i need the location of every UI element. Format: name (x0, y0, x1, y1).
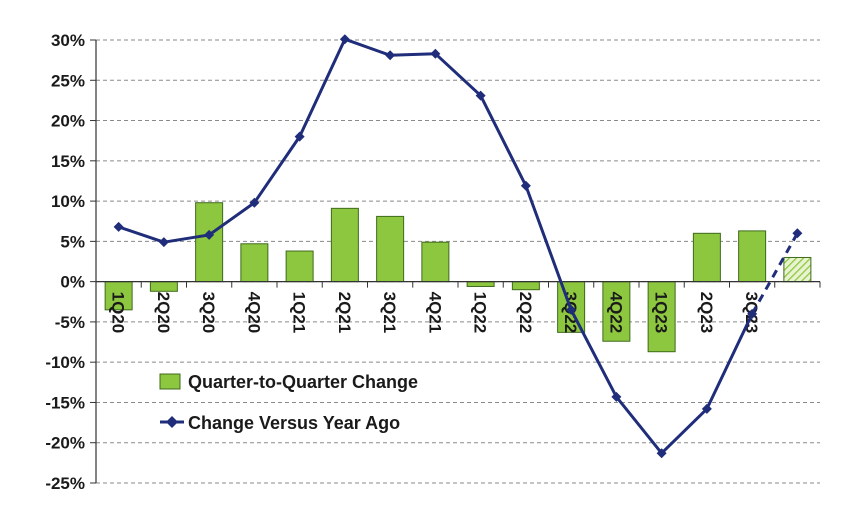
bar (738, 230, 767, 283)
x-tick-label: 3Q20 (199, 292, 218, 334)
x-axis (95, 281, 821, 288)
x-tick-label: 4Q22 (606, 292, 625, 334)
line-point (747, 308, 758, 319)
y-tick-label: 15% (51, 152, 85, 171)
x-tick-label: 2Q20 (154, 292, 173, 334)
y-tick-label: 5% (60, 232, 85, 251)
legend-swatch-bar (159, 373, 181, 390)
line-series (113, 34, 803, 459)
x-tick-label: 2Q22 (516, 292, 535, 334)
line-point (792, 228, 803, 239)
y-tick-label: -10% (45, 353, 85, 372)
x-tick-label: 1Q20 (109, 292, 128, 334)
bar (149, 281, 178, 292)
x-tick-label: 1Q21 (290, 292, 309, 334)
legend: Quarter-to-Quarter Change Change Versus … (159, 372, 418, 433)
line-point (385, 50, 396, 61)
legend-swatch-marker (166, 416, 178, 428)
y-axis: 30% 25% 20% 15% 10% 5% 0% -5% -10% -15% -20% -25% (45, 31, 97, 493)
line-point (249, 197, 260, 208)
line-point (204, 229, 215, 240)
bar (285, 250, 314, 283)
line-point (339, 34, 350, 45)
y-tick-label: 20% (51, 112, 85, 131)
legend-label-bar: Quarter-to-Quarter Change (188, 372, 418, 392)
line-point (113, 221, 124, 232)
x-tick-label: 2Q21 (335, 292, 354, 334)
bar (783, 256, 812, 283)
y-tick-label: 0% (60, 273, 85, 292)
line-point (701, 403, 712, 414)
line-point (158, 237, 169, 248)
bar (466, 281, 495, 287)
bar (195, 202, 224, 283)
series-line-projection (750, 232, 799, 315)
bar-series (104, 202, 812, 353)
y-tick-label: -15% (45, 393, 85, 412)
line-point (611, 391, 622, 402)
line-point (430, 48, 441, 59)
line-point (294, 131, 305, 142)
line-point (656, 448, 667, 459)
line-point (520, 180, 531, 191)
bar (511, 281, 540, 291)
y-tick-label: 25% (51, 71, 85, 90)
category-labels: 1Q20 2Q20 3Q20 4Q20 1Q21 2Q21 3Q21 4Q21 1Q22 2Q22… (109, 292, 762, 334)
bar (602, 281, 631, 342)
bar (240, 243, 269, 283)
line-point (475, 90, 486, 101)
bar (692, 232, 721, 283)
y-tick-label: -25% (45, 474, 85, 493)
bar (376, 215, 405, 283)
bar (421, 241, 450, 283)
x-tick-label: 2Q23 (697, 292, 716, 334)
legend-label-line: Change Versus Year Ago (188, 413, 400, 433)
y-tick-label: -5% (55, 313, 85, 332)
bar (330, 207, 359, 283)
bar (647, 281, 676, 353)
y-tick-label: 10% (51, 192, 85, 211)
x-tick-label: 1Q22 (471, 292, 490, 334)
x-tick-label: 1Q23 (652, 292, 671, 334)
x-tick-label: 4Q21 (425, 292, 444, 334)
y-tick-label: 30% (51, 31, 85, 50)
line-point (566, 304, 577, 315)
x-tick-label: 3Q21 (380, 292, 399, 334)
x-tick-label: 4Q20 (244, 292, 263, 334)
y-tick-label: -20% (45, 434, 85, 453)
